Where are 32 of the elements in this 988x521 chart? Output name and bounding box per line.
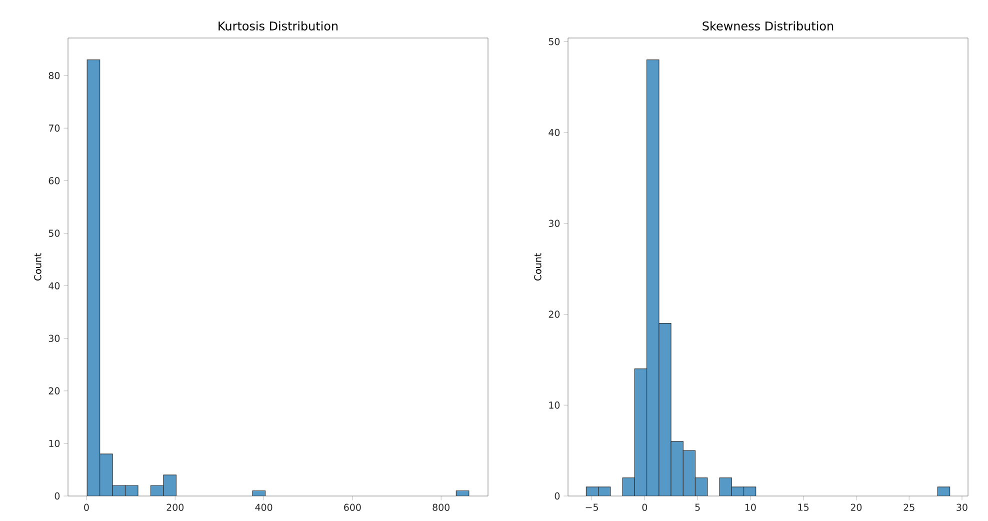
y-tick-label: 10 [549,402,560,409]
x-tick-label: 15 [798,504,809,511]
x-tick-label: −5 [586,504,598,511]
x-tick-label: 30 [956,504,968,511]
x-tick-label: 5 [695,504,700,511]
x-tick-label: 600 [344,504,361,511]
y-tick-label: 20 [548,310,560,318]
y-axis-title: Count [534,253,542,281]
x-tick-label: 800 [432,504,450,511]
y-axis-title: Count [34,253,42,281]
x-tick-label: 25 [904,504,914,511]
chart-title: Kurtosis Distribution [218,21,338,30]
y-tick-label: 50 [548,38,560,46]
y-tick-label: 50 [48,230,60,237]
y-tick-label: 80 [48,72,60,80]
x-tick-label: 0 [84,504,89,511]
y-tick-label: 60 [48,177,60,184]
chart-title: Skewness Distribution [702,21,834,30]
x-tick-label: 0 [642,504,648,511]
y-tick-label: 0 [54,492,60,500]
y-tick-label: 30 [548,220,560,227]
y-tick-label: 30 [48,334,60,342]
x-tick-label: 10 [745,504,756,511]
x-tick-label: 400 [255,504,272,511]
y-tick-label: 10 [49,440,60,448]
y-tick-label: 40 [48,282,60,290]
y-tick-label: 0 [554,492,560,500]
y-tick-label: 40 [548,128,560,136]
x-tick-label: 20 [850,504,862,511]
y-tick-label: 70 [48,124,60,132]
y-tick-label: 20 [48,387,60,394]
x-tick-label: 200 [166,504,184,511]
